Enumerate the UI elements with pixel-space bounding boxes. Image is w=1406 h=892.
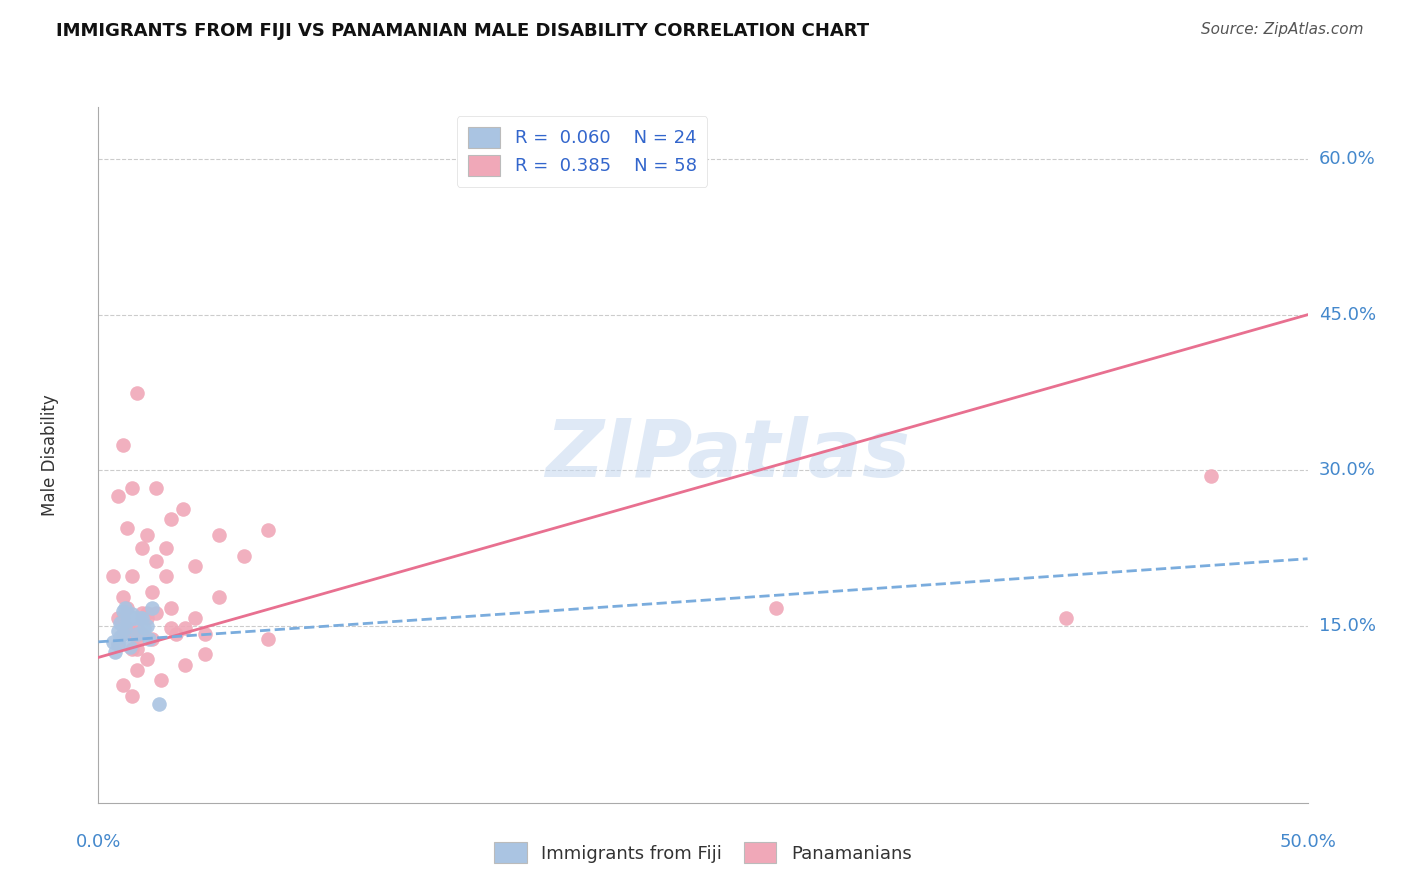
Point: [145, 481, 167, 495]
Text: 0.0%: 0.0%: [76, 833, 121, 851]
Point: [160, 600, 183, 615]
Point: [150, 673, 173, 688]
Point: [111, 437, 134, 451]
Point: [155, 541, 177, 556]
Text: 60.0%: 60.0%: [1319, 150, 1375, 168]
Point: [208, 590, 231, 604]
Point: [765, 600, 787, 615]
Point: [131, 606, 153, 620]
Text: Source: ZipAtlas.com: Source: ZipAtlas.com: [1201, 22, 1364, 37]
Point: [160, 621, 183, 635]
Point: [127, 385, 149, 400]
Point: [104, 645, 127, 659]
Point: [127, 621, 149, 635]
Point: [155, 569, 177, 583]
Point: [127, 626, 149, 640]
Point: [107, 637, 129, 651]
Point: [256, 632, 278, 646]
Point: [128, 611, 150, 625]
Point: [131, 611, 153, 625]
Point: [1054, 611, 1077, 625]
Point: [124, 626, 146, 640]
Point: [131, 541, 153, 556]
Text: ZIPatlas: ZIPatlas: [544, 416, 910, 494]
Point: [1199, 468, 1222, 483]
Point: [117, 621, 139, 635]
Point: [121, 611, 143, 625]
Point: [135, 611, 157, 625]
Point: [127, 632, 149, 646]
Point: [121, 607, 143, 621]
Point: [194, 648, 217, 662]
Point: [121, 481, 143, 495]
Point: [174, 657, 197, 672]
Point: [107, 637, 129, 651]
Point: [111, 626, 134, 640]
Point: [141, 632, 163, 646]
Point: [117, 520, 139, 534]
Point: [141, 585, 163, 599]
Point: [160, 512, 183, 526]
Point: [107, 611, 129, 625]
Point: [127, 642, 149, 657]
Text: 45.0%: 45.0%: [1319, 306, 1376, 324]
Point: [131, 626, 153, 640]
Point: [114, 600, 136, 615]
Point: [121, 569, 143, 583]
Point: [111, 604, 134, 618]
Point: [124, 611, 146, 625]
Point: [107, 490, 129, 504]
Point: [101, 569, 124, 583]
Point: [135, 528, 157, 542]
Point: [184, 611, 207, 625]
Point: [145, 554, 167, 568]
Point: [117, 600, 139, 615]
Point: [148, 697, 170, 711]
Point: [194, 626, 217, 640]
Point: [107, 624, 129, 639]
Point: [145, 606, 167, 620]
Point: [121, 689, 143, 703]
Point: [208, 528, 231, 542]
Point: [108, 630, 131, 644]
Point: [118, 640, 141, 654]
Point: [111, 626, 134, 640]
Point: [232, 549, 254, 563]
Point: [101, 635, 124, 649]
Point: [138, 632, 160, 646]
Point: [114, 621, 136, 635]
Point: [256, 523, 278, 537]
Point: [165, 626, 187, 640]
Point: [141, 600, 163, 615]
Point: [117, 621, 139, 635]
Point: [117, 607, 139, 621]
Point: [117, 614, 139, 628]
Text: Male Disability: Male Disability: [41, 394, 59, 516]
Point: [135, 606, 157, 620]
Point: [134, 621, 156, 635]
Text: 30.0%: 30.0%: [1319, 461, 1375, 480]
Text: IMMIGRANTS FROM FIJI VS PANAMANIAN MALE DISABILITY CORRELATION CHART: IMMIGRANTS FROM FIJI VS PANAMANIAN MALE …: [56, 22, 869, 40]
Point: [121, 642, 143, 657]
Point: [111, 590, 134, 604]
Point: [131, 611, 153, 625]
Point: [127, 663, 149, 677]
Point: [135, 619, 157, 633]
Point: [111, 678, 134, 692]
Legend: Immigrants from Fiji, Panamanians: Immigrants from Fiji, Panamanians: [484, 831, 922, 874]
Point: [108, 616, 131, 631]
Text: 15.0%: 15.0%: [1319, 617, 1375, 635]
Point: [135, 652, 157, 666]
Point: [184, 559, 207, 574]
Text: 50.0%: 50.0%: [1279, 833, 1336, 851]
Point: [172, 502, 194, 516]
Point: [111, 611, 134, 625]
Point: [174, 621, 197, 635]
